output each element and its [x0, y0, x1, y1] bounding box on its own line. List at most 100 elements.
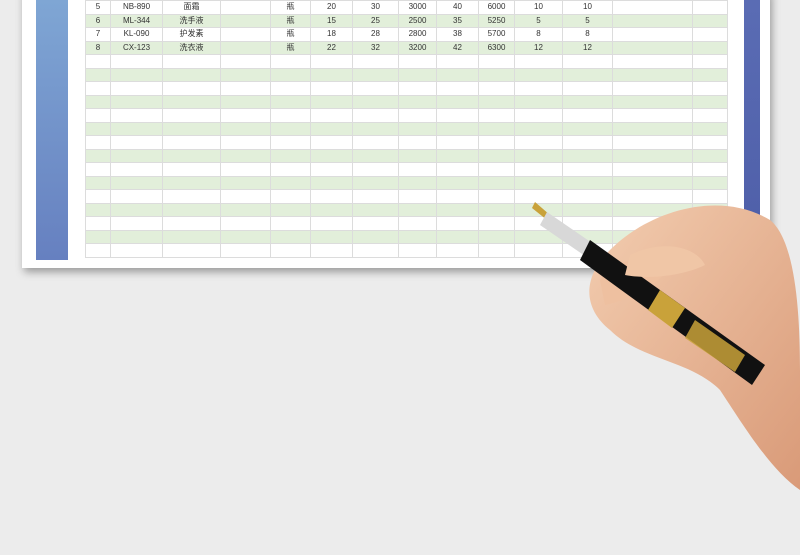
table-cell[interactable] — [436, 229, 479, 244]
table-cell[interactable] — [478, 135, 515, 150]
table-cell[interactable] — [110, 162, 163, 177]
table-cell[interactable]: 10 — [514, 0, 563, 15]
table-cell[interactable]: 2500 — [398, 13, 437, 28]
table-cell[interactable] — [110, 243, 163, 258]
table-cell[interactable] — [310, 54, 353, 69]
table-cell[interactable] — [220, 108, 271, 123]
table-cell[interactable]: 5 — [562, 13, 613, 28]
table-cell[interactable]: 7 — [85, 27, 111, 42]
table-cell[interactable] — [478, 108, 515, 123]
table-cell[interactable]: 洗衣液 — [162, 40, 221, 55]
table-cell[interactable] — [514, 121, 563, 136]
table-cell[interactable] — [220, 13, 271, 28]
table-cell[interactable] — [692, 13, 728, 28]
table-cell[interactable] — [478, 121, 515, 136]
table-cell[interactable] — [270, 148, 311, 163]
table-cell[interactable]: 瓶 — [270, 13, 311, 28]
table-cell[interactable] — [162, 189, 221, 204]
table-cell[interactable] — [436, 175, 479, 190]
table-cell[interactable] — [85, 81, 111, 96]
table-cell[interactable] — [692, 162, 728, 177]
table-cell[interactable]: 面霜 — [162, 0, 221, 15]
table-cell[interactable] — [398, 216, 437, 231]
table-cell[interactable] — [436, 81, 479, 96]
table-cell[interactable]: 8 — [562, 27, 613, 42]
table-cell[interactable] — [514, 148, 563, 163]
table-cell[interactable] — [478, 54, 515, 69]
table-cell[interactable] — [85, 175, 111, 190]
table-cell[interactable] — [162, 216, 221, 231]
table-cell[interactable]: 15 — [310, 13, 353, 28]
table-cell[interactable] — [110, 148, 163, 163]
table-cell[interactable] — [478, 94, 515, 109]
table-cell[interactable] — [562, 121, 613, 136]
table-cell[interactable] — [478, 67, 515, 82]
table-cell[interactable] — [270, 54, 311, 69]
table-cell[interactable]: 5 — [514, 13, 563, 28]
table-cell[interactable] — [85, 135, 111, 150]
table-cell[interactable] — [398, 243, 437, 258]
table-cell[interactable] — [85, 67, 111, 82]
table-cell[interactable] — [436, 243, 479, 258]
table-cell[interactable] — [478, 189, 515, 204]
table-cell[interactable] — [85, 121, 111, 136]
table-cell[interactable] — [270, 175, 311, 190]
table-cell[interactable] — [562, 162, 613, 177]
table-cell[interactable] — [398, 81, 437, 96]
table-cell[interactable] — [310, 189, 353, 204]
table-cell[interactable] — [310, 81, 353, 96]
table-cell[interactable] — [478, 202, 515, 217]
table-cell[interactable]: 8 — [85, 40, 111, 55]
table-cell[interactable] — [110, 202, 163, 217]
table-cell[interactable] — [110, 189, 163, 204]
table-cell[interactable] — [692, 121, 728, 136]
table-cell[interactable] — [562, 54, 613, 69]
table-cell[interactable]: 3000 — [398, 0, 437, 15]
table-cell[interactable] — [612, 175, 693, 190]
table-cell[interactable] — [220, 229, 271, 244]
table-cell[interactable] — [514, 94, 563, 109]
table-cell[interactable] — [270, 135, 311, 150]
table-cell[interactable] — [110, 94, 163, 109]
table-cell[interactable] — [352, 54, 399, 69]
table-cell[interactable] — [692, 27, 728, 42]
table-cell[interactable] — [310, 94, 353, 109]
table-cell[interactable] — [612, 94, 693, 109]
table-cell[interactable] — [398, 148, 437, 163]
table-cell[interactable] — [562, 81, 613, 96]
table-cell[interactable]: 40 — [436, 0, 479, 15]
table-cell[interactable] — [612, 121, 693, 136]
table-cell[interactable] — [270, 94, 311, 109]
table-cell[interactable] — [220, 162, 271, 177]
table-cell[interactable] — [310, 229, 353, 244]
table-cell[interactable] — [514, 67, 563, 82]
table-cell[interactable] — [270, 81, 311, 96]
table-cell[interactable] — [310, 162, 353, 177]
table-cell[interactable]: 22 — [310, 40, 353, 55]
table-cell[interactable] — [270, 108, 311, 123]
table-cell[interactable] — [270, 162, 311, 177]
table-cell[interactable] — [436, 202, 479, 217]
table-cell[interactable] — [398, 189, 437, 204]
table-cell[interactable] — [220, 0, 271, 15]
table-cell[interactable]: 3200 — [398, 40, 437, 55]
table-cell[interactable] — [352, 94, 399, 109]
table-cell[interactable] — [436, 94, 479, 109]
table-cell[interactable] — [514, 175, 563, 190]
table-cell[interactable] — [220, 40, 271, 55]
table-cell[interactable] — [310, 216, 353, 231]
table-cell[interactable] — [310, 243, 353, 258]
table-cell[interactable] — [478, 81, 515, 96]
table-cell[interactable] — [514, 162, 563, 177]
table-cell[interactable] — [514, 108, 563, 123]
table-cell[interactable] — [352, 216, 399, 231]
table-cell[interactable] — [352, 202, 399, 217]
table-cell[interactable] — [85, 216, 111, 231]
table-cell[interactable] — [398, 121, 437, 136]
table-cell[interactable] — [85, 229, 111, 244]
table-cell[interactable] — [162, 202, 221, 217]
table-cell[interactable] — [110, 229, 163, 244]
table-cell[interactable] — [220, 27, 271, 42]
table-cell[interactable] — [162, 162, 221, 177]
table-cell[interactable] — [162, 243, 221, 258]
